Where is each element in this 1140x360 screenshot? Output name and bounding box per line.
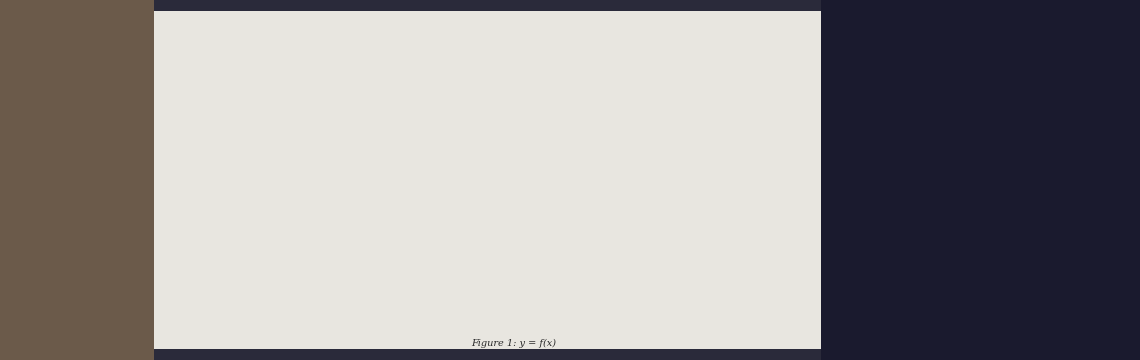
Text: 12. A graph of a function f(x) is shown in Figure 1. Using the graph, state: 12. A graph of a function f(x) is shown …: [341, 41, 727, 50]
Text: 4: 4: [529, 150, 534, 158]
Text: 1: 1: [546, 260, 552, 267]
Text: Relative maximum:: Relative maximum:: [341, 173, 449, 183]
Text: 1: 1: [529, 225, 534, 233]
Text: Relative minimum:: Relative minimum:: [341, 197, 447, 207]
Text: 3: 3: [529, 176, 534, 184]
Text: 3: 3: [593, 260, 599, 267]
Text: Decreasing:: Decreasing:: [341, 149, 408, 159]
Text: the intervals where f(x) is increasing, decreasing, and constant.  Also: the intervals where f(x) is increasing, …: [341, 60, 718, 69]
Text: Increasing:: Increasing:: [341, 126, 405, 136]
Text: 2: 2: [529, 201, 534, 208]
Text: Figure 1: y = f(x): Figure 1: y = f(x): [472, 338, 556, 348]
Text: state the relative maximum and minimum values for f(x).: state the relative maximum and minimum v…: [341, 78, 653, 87]
Text: 2: 2: [570, 260, 575, 267]
Text: 4: 4: [617, 260, 621, 267]
